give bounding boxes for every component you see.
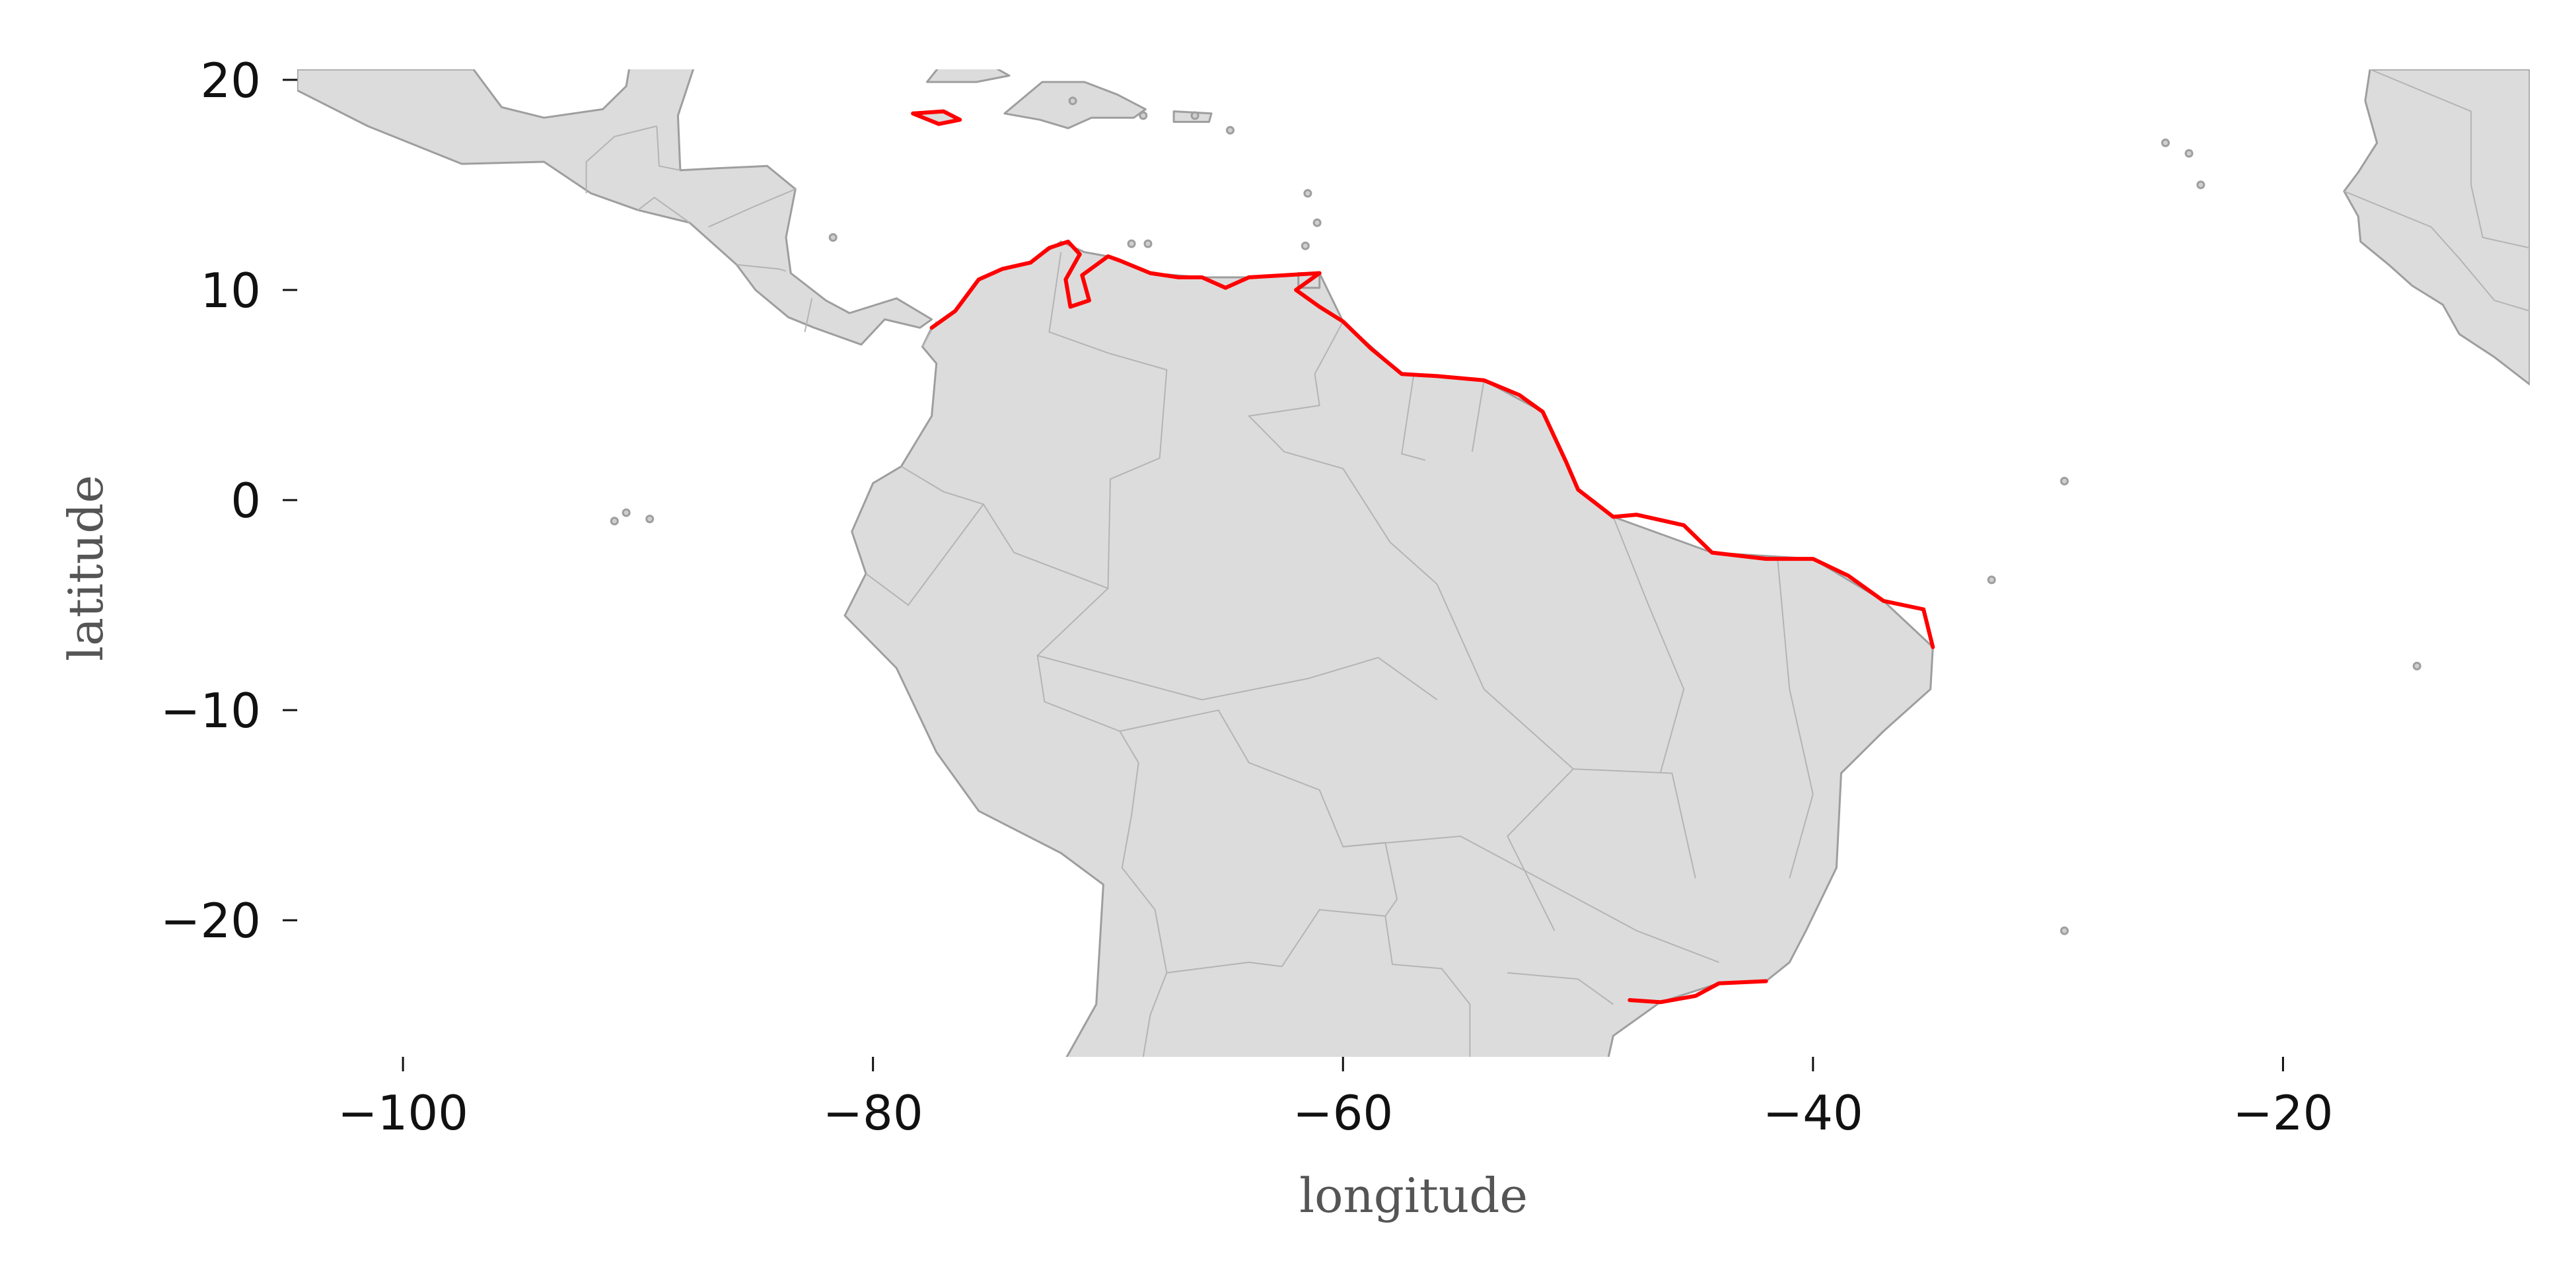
y-tick-label: −20 (161, 893, 261, 948)
map-area (297, 69, 2530, 1209)
coastline-segment (1628, 979, 1768, 1005)
x-axis: −100 −80 −60 −40 −20 (338, 1057, 2333, 1141)
border-colombia-venezuela (1048, 252, 1168, 458)
context-islets (610, 96, 2421, 1209)
x-tick-label: −60 (1293, 1085, 1393, 1141)
border-ecuador-peru (865, 503, 984, 606)
islet-marker (2060, 476, 2069, 485)
border-brazil-states-4 (1777, 561, 1814, 878)
border-colombia-ecuador-peru (900, 457, 1161, 590)
islet-marker (2060, 926, 2069, 935)
islet-marker (2161, 138, 2170, 147)
x-tick-label: −40 (1763, 1085, 1863, 1141)
islet-marker (2184, 149, 2194, 158)
border-africa-internal (2369, 69, 2530, 249)
coastline-segment (911, 109, 962, 126)
border-chile-argentina (1142, 972, 1168, 1057)
highlighted-coastline (911, 109, 1935, 1005)
islet-marker (1987, 575, 1996, 585)
islet-marker (1312, 218, 1322, 227)
border-central-america-a (656, 125, 681, 171)
border-suriname-french-guiana (1471, 380, 1485, 452)
y-tick-label: 0 (231, 473, 261, 528)
islet-marker (828, 233, 838, 242)
border-nicaragua-costa-rica (736, 264, 787, 272)
border-peru-brazil-bolivia (1036, 587, 1156, 910)
islet-marker (1143, 239, 1153, 248)
y-axis-label: latitude (58, 475, 114, 661)
islet-marker (610, 517, 619, 526)
islet-marker (645, 515, 655, 524)
border-venezuela-guyana (1247, 321, 1344, 470)
y-tick-label: 10 (200, 263, 261, 318)
islet-marker (1127, 239, 1136, 248)
coastline-segment (929, 239, 1935, 649)
islet-marker (1226, 125, 1234, 135)
y-axis: 20 10 0 −10 −20 (161, 53, 297, 948)
islet-marker (2196, 180, 2205, 190)
islet-marker (1301, 241, 1310, 250)
x-tick-label: −20 (2233, 1085, 2333, 1141)
west-africa-landmass (2343, 69, 2530, 386)
border-brazil-states-7 (1507, 768, 1574, 931)
border-guyana-suriname (1401, 376, 1426, 461)
border-central-america-c (708, 188, 796, 228)
islet-marker (1139, 111, 1148, 120)
islet-marker (1190, 111, 1199, 120)
islet-marker (622, 508, 631, 517)
cuba-landmass (926, 69, 1011, 83)
border-mexico-guatemala (585, 125, 657, 194)
central-america-landmass (297, 69, 933, 346)
border-central-america-b (637, 196, 690, 224)
border-brazil-states-5 (1343, 835, 1719, 963)
border-brazil-states-2 (1037, 655, 1438, 701)
islet-marker (1068, 96, 1077, 106)
x-axis-label: longitude (1299, 1168, 1528, 1223)
border-africa-internal-2 (2343, 190, 2530, 312)
border-paraguay-brazil (1384, 915, 1471, 1057)
y-tick-label: −10 (161, 683, 261, 738)
y-tick-label: 20 (200, 53, 261, 108)
basemap-land (297, 69, 2530, 1057)
x-tick-label: −100 (338, 1085, 468, 1141)
islet-marker (1303, 189, 1312, 198)
hispaniola-landmass (1003, 81, 1147, 129)
border-brazil-states-1 (1342, 468, 1696, 878)
x-tick-label: −80 (823, 1085, 923, 1141)
islet-marker (2412, 661, 2421, 670)
basemap-borders (585, 69, 2530, 1057)
border-brazil-states-6 (1507, 972, 1614, 1005)
islet-marker (867, 1203, 874, 1209)
border-brazil-states-3 (1612, 517, 1685, 773)
border-costa-rica-panama (804, 298, 813, 332)
